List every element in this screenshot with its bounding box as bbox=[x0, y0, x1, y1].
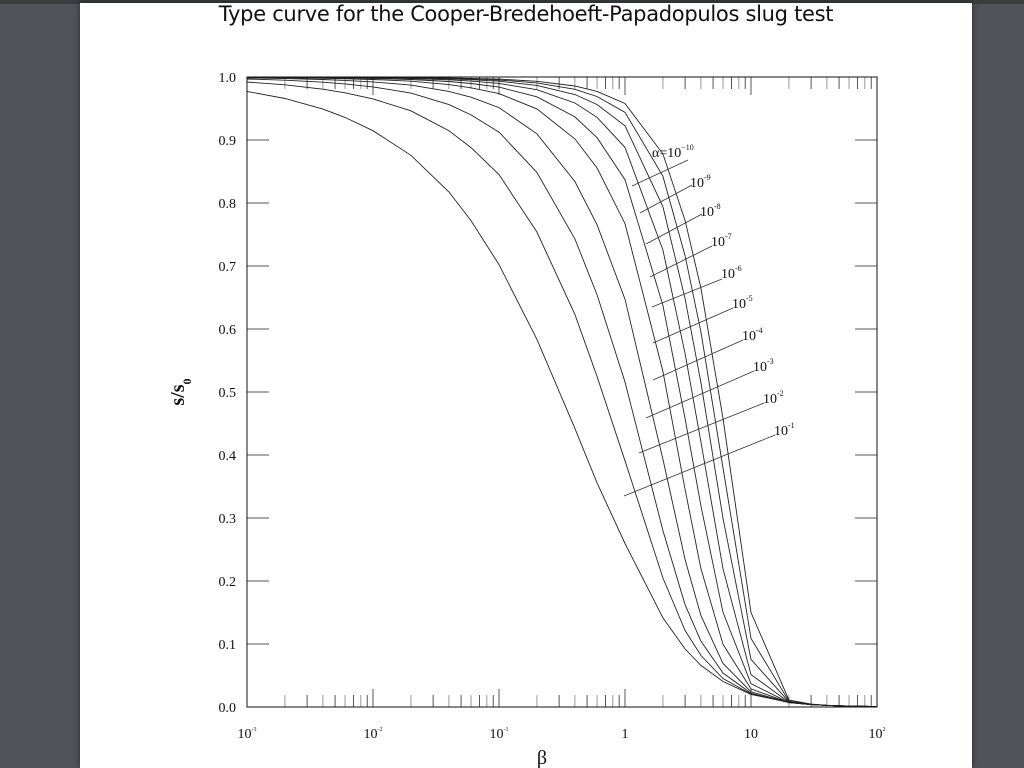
leader-line bbox=[638, 402, 765, 454]
alpha-label: 10-9 bbox=[690, 173, 711, 191]
y-tick-label: 0.1 bbox=[219, 638, 237, 653]
alpha-label: 10-8 bbox=[700, 202, 721, 220]
chart-title: Type curve for the Cooper-Bredehoeft-Pap… bbox=[218, 2, 834, 26]
x-tick-label: 102 bbox=[869, 727, 886, 742]
viewer-top-bar bbox=[0, 0, 1024, 4]
alpha-label: 10-7 bbox=[711, 232, 732, 250]
y-tick-label: 0.5 bbox=[219, 386, 237, 401]
document-page bbox=[80, 3, 972, 768]
alpha-label: 10-4 bbox=[742, 326, 763, 344]
leader-line bbox=[652, 307, 734, 344]
y-tick-label: 0.2 bbox=[219, 575, 237, 590]
y-tick-label: 0.7 bbox=[219, 260, 237, 275]
x-tick-label: 10-1 bbox=[490, 727, 509, 742]
alpha-label: α=10−10 bbox=[652, 143, 694, 161]
y-tick-label: 0.6 bbox=[219, 323, 237, 338]
leader-line bbox=[645, 370, 755, 419]
alpha-label: 10-1 bbox=[774, 421, 795, 439]
alpha-label: 10-3 bbox=[753, 357, 774, 375]
y-tick-label: 1.0 bbox=[219, 71, 237, 86]
type-curve bbox=[246, 90, 878, 708]
leader-line bbox=[651, 278, 723, 308]
y-tick-label: 0.4 bbox=[219, 449, 237, 464]
alpha-label: 10-2 bbox=[763, 389, 784, 407]
x-tick-label: 10-3 bbox=[238, 727, 257, 742]
leader-line bbox=[652, 339, 744, 381]
x-tick-label: 10-2 bbox=[364, 727, 383, 742]
leader-line bbox=[649, 245, 713, 278]
leader-line bbox=[639, 184, 693, 214]
x-tick-labels: 10-3 10-2 10-1 1 10 102 bbox=[238, 727, 886, 742]
alpha-label: 10-6 bbox=[721, 264, 742, 282]
x-tick-label: 1 bbox=[622, 727, 629, 742]
plot-frame bbox=[246, 76, 878, 708]
y-tick-label: 0.3 bbox=[219, 512, 237, 527]
x-axis-title: β bbox=[537, 747, 547, 768]
leader-line bbox=[631, 159, 689, 187]
y-tick-label: 0.8 bbox=[219, 197, 237, 212]
leader-line bbox=[623, 434, 776, 497]
y-tick-label: 0.9 bbox=[219, 134, 237, 149]
y-axis-title: s/s0 bbox=[167, 378, 194, 405]
x-tick-label: 10 bbox=[744, 727, 758, 742]
y-tick-labels: 0.0 0.1 0.2 0.3 0.4 0.5 0.6 0.7 0.8 0.9 1.0 bbox=[219, 71, 237, 716]
y-tick-label: 0.0 bbox=[219, 701, 237, 716]
leader-line bbox=[645, 213, 703, 245]
axis-ticks bbox=[246, 76, 877, 708]
alpha-label: 10-5 bbox=[732, 294, 753, 312]
